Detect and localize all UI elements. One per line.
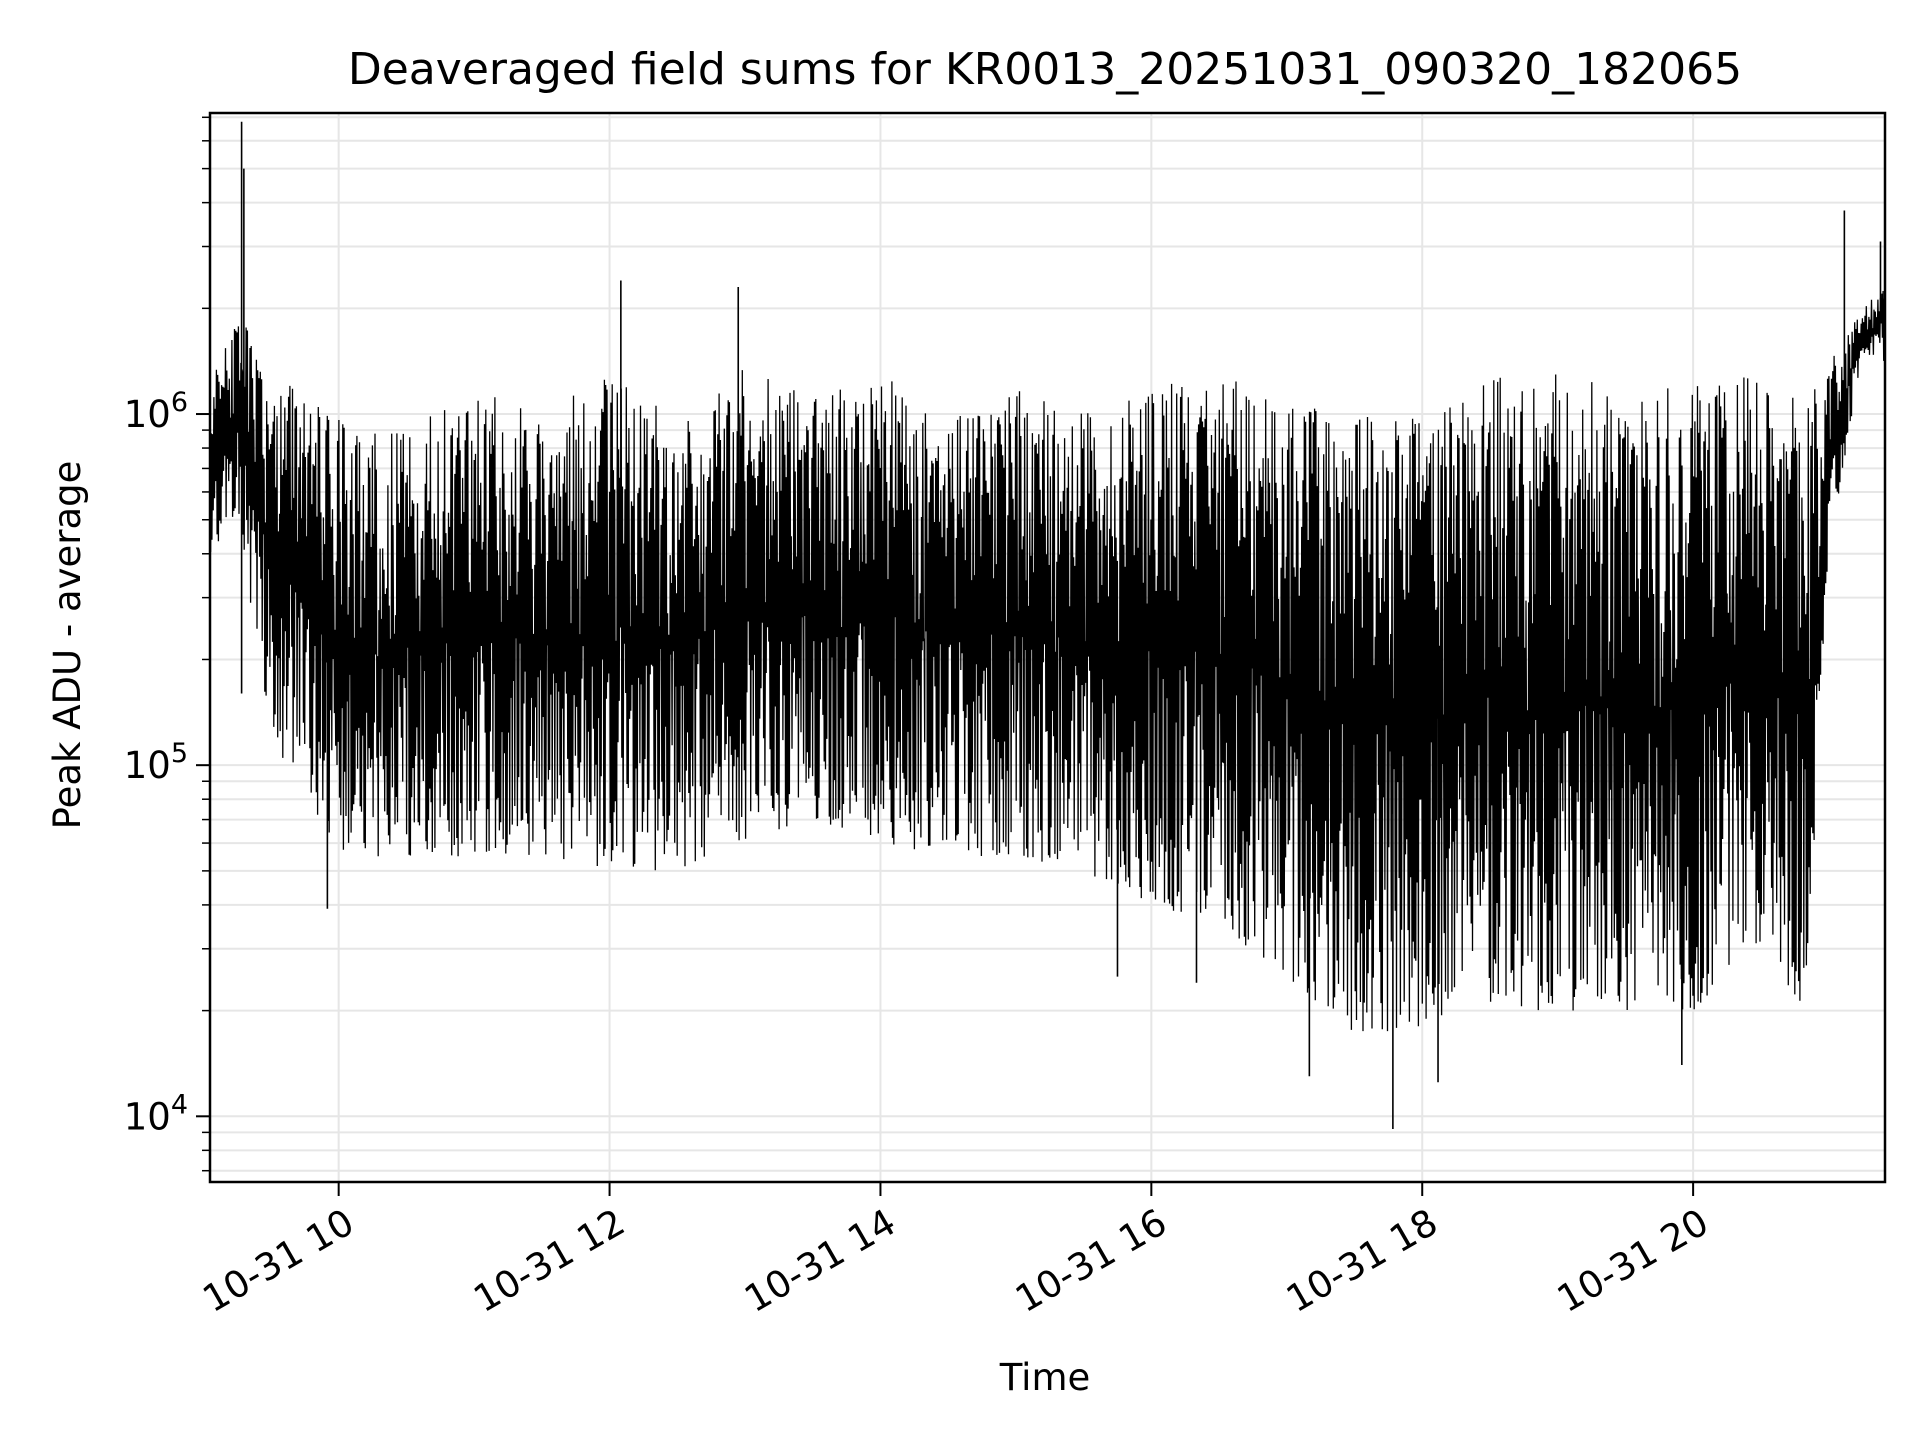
data-layer (209, 121, 1886, 1130)
chart-title: Deaveraged field sums for KR0013_2025103… (348, 44, 1742, 95)
y-tick-label: 104 (124, 1089, 188, 1138)
x-axis-label: Time (999, 1356, 1091, 1399)
y-tick-label: 106 (124, 387, 188, 436)
plot-frame (208, 111, 1887, 1184)
y-axis-label: Peak ADU - average (46, 461, 89, 830)
y-tick-label: 105 (124, 738, 188, 787)
series-line (209, 290, 1886, 1032)
